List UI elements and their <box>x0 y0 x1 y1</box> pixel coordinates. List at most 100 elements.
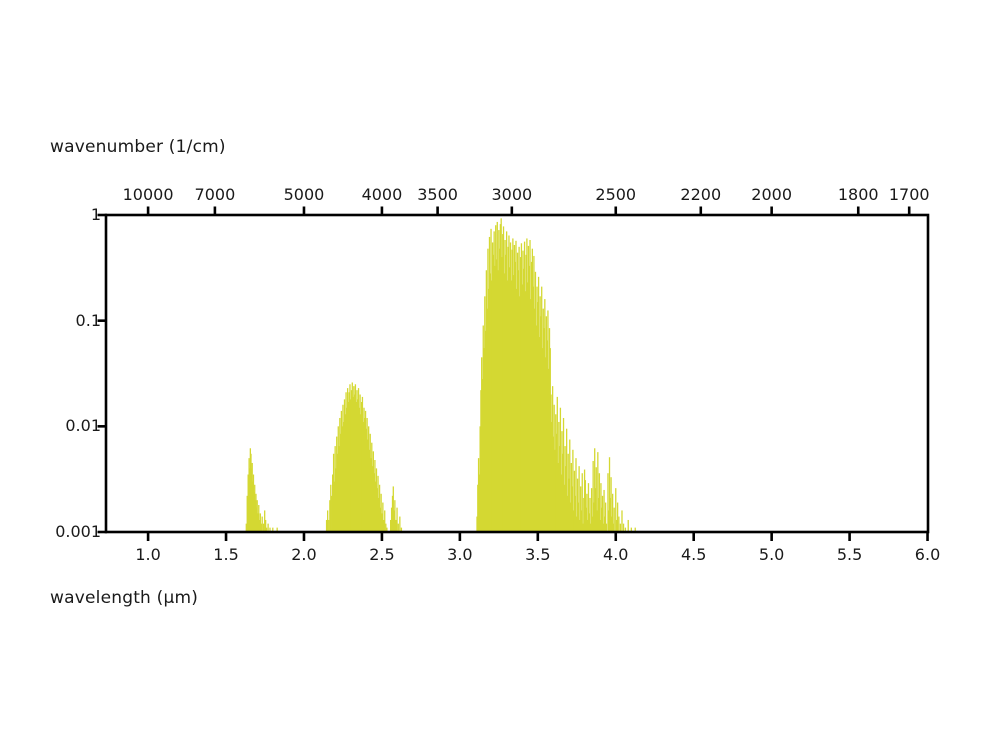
spectrum-line <box>373 473 375 532</box>
spectrum-line <box>494 265 496 532</box>
spectrum-line <box>517 270 519 532</box>
y-tick-label-0.1: 0.1 <box>75 310 101 330</box>
spectrum-line <box>486 308 488 532</box>
spectrum-line <box>522 250 524 532</box>
spectrum-line <box>485 270 488 532</box>
spectrum-line <box>532 286 534 532</box>
spectrum-line <box>562 417 565 532</box>
spectrum-line <box>360 414 362 532</box>
spectrum-line <box>365 428 367 532</box>
spectrum-line <box>513 245 516 532</box>
spectrum-line <box>371 442 373 532</box>
spectrum-line <box>480 390 482 532</box>
spectrum-line <box>513 275 515 532</box>
top-tick-label-3000: 3000 <box>491 185 533 204</box>
spectrum-line <box>499 224 502 533</box>
spectrum-line <box>276 527 278 532</box>
spectrum-line <box>540 316 542 532</box>
spectrum-line <box>622 523 625 532</box>
spectrum-line <box>566 428 568 532</box>
spectrum-line <box>584 480 587 532</box>
spectrum-line <box>510 280 512 532</box>
spectrum-line <box>385 523 387 532</box>
spectrum-line <box>555 414 557 532</box>
spectrum-line <box>264 510 266 532</box>
spectrum-line <box>349 384 351 532</box>
spectrum-line <box>380 493 382 532</box>
spectrum-line <box>619 523 622 532</box>
top-tick-label-5000: 5000 <box>283 185 325 204</box>
spectrum-line <box>551 386 554 532</box>
spectrum-line <box>370 458 372 532</box>
spectrum-line <box>539 296 541 532</box>
spectrum-line <box>605 523 608 532</box>
spectrum-line <box>371 466 374 532</box>
spectrum-line <box>497 270 499 532</box>
spectrum-line <box>395 519 397 532</box>
bottom-tick-label-1.5: 1.5 <box>213 545 239 564</box>
spectrum-line <box>572 449 574 532</box>
spectrum-line <box>589 497 591 532</box>
spectrum-line <box>601 495 604 532</box>
spectrum-line <box>508 235 510 533</box>
spectrum-line <box>567 453 569 532</box>
spectrum-line <box>559 407 562 532</box>
spectrum-line <box>375 468 378 532</box>
spectrum-line <box>262 523 265 532</box>
spectrum-line <box>245 523 247 532</box>
spectrum-line <box>551 421 553 532</box>
spectrum-line <box>520 257 522 532</box>
spectrum-line <box>338 446 340 532</box>
bottom-tick-label-4.0: 4.0 <box>603 545 629 564</box>
top-tick-label-7000: 7000 <box>194 185 236 204</box>
spectrum-line <box>272 527 274 532</box>
spectrum-line <box>604 502 607 532</box>
spectrum-line <box>366 417 368 532</box>
bottom-tick-label-2.5: 2.5 <box>369 545 395 564</box>
spectrum-line <box>556 396 558 532</box>
spectrum-line <box>616 519 618 532</box>
spectrum-line <box>538 337 541 532</box>
spectrum-line <box>519 296 521 532</box>
spectrum-line <box>488 236 491 532</box>
spectrum-line <box>611 493 614 532</box>
spectrum-line <box>358 407 360 532</box>
spectrum-line <box>544 357 547 532</box>
spectrum-line <box>482 325 484 532</box>
spectrum-line <box>357 388 360 532</box>
spectrum-line <box>571 486 573 532</box>
spectrum-line <box>603 489 605 532</box>
spectrum-line <box>506 280 509 532</box>
spectrum-line <box>585 507 587 532</box>
spectrum-line <box>541 348 544 532</box>
spectrum-line <box>353 394 356 532</box>
spectrum-line <box>399 516 401 532</box>
spectrum-line <box>479 426 481 532</box>
spectrum-line <box>505 231 508 532</box>
spectrum-line <box>350 390 353 532</box>
spectrum-line <box>548 328 551 532</box>
spectrum-line <box>573 470 576 532</box>
spectrum-line <box>608 457 611 532</box>
spectrum-line <box>591 516 594 532</box>
spectrum-line <box>364 410 367 532</box>
spectrum-line <box>332 474 334 532</box>
spectrum-line <box>476 516 478 532</box>
y-tick-label-1: 1 <box>90 205 101 224</box>
bottom-tick-label-3.5: 3.5 <box>525 545 551 564</box>
spectrum-line <box>546 340 548 532</box>
spectrum-line <box>596 510 598 532</box>
spectrum-line <box>531 248 534 532</box>
spectrum-line <box>368 449 371 532</box>
spectrum-line <box>379 507 382 532</box>
top-tick-label-2200: 2200 <box>680 185 722 204</box>
spectrum-line <box>269 527 271 532</box>
spectrum-line <box>337 426 339 532</box>
spectrum-line <box>345 392 347 532</box>
spectrum-line <box>488 288 490 532</box>
spectrum-line <box>334 446 336 532</box>
bottom-tick-label-3.0: 3.0 <box>447 545 473 564</box>
spectrum-line <box>615 488 617 532</box>
bottom-tick-label-2.0: 2.0 <box>291 545 317 564</box>
spectrum-line <box>376 488 378 532</box>
